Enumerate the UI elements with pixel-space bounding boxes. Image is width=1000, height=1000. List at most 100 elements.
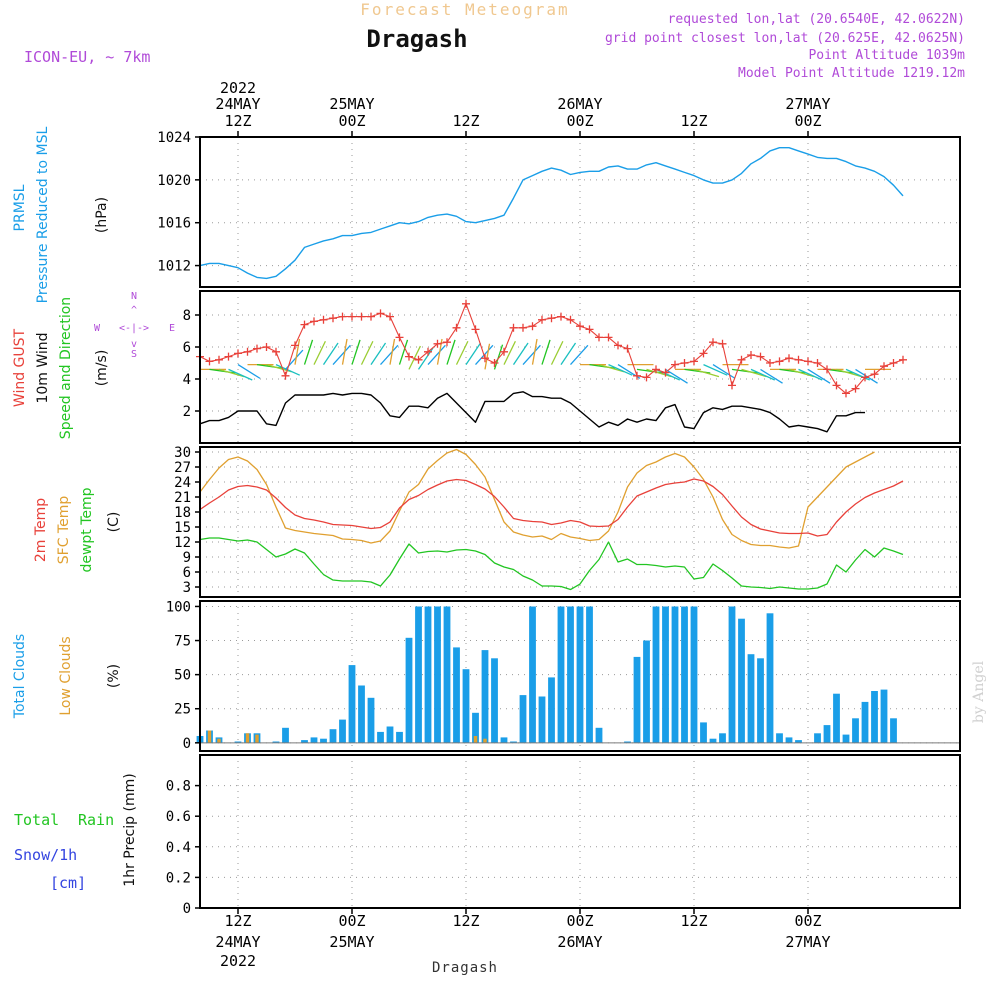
gust-point <box>395 333 404 342</box>
t2m-label: 2m Temp <box>33 498 49 562</box>
dewpt-label: dewpt Temp <box>79 487 95 572</box>
gust-point <box>699 349 708 358</box>
total-clouds-bar <box>500 737 508 743</box>
total-clouds-bar <box>671 606 679 743</box>
total-clouds-bar <box>386 726 394 743</box>
total-clouds-bar <box>329 729 337 743</box>
total-clouds-bar <box>633 656 641 743</box>
total-clouds-bar <box>624 741 631 743</box>
gust-point <box>718 339 727 348</box>
compass-w: W <box>94 323 101 334</box>
gust-point <box>794 355 803 364</box>
wind-frame <box>199 290 961 444</box>
low-clouds-bar <box>207 730 212 743</box>
clouds-ytick-label: 100 <box>166 599 191 615</box>
wind-direction-arrow <box>750 368 776 381</box>
wind-direction-arrow <box>703 364 728 376</box>
pressure-unit: (hPa) <box>94 197 110 233</box>
wind-direction-arrow <box>570 344 589 366</box>
total-clouds-bar <box>510 741 517 743</box>
snow-label-2: [cm] <box>50 874 86 892</box>
bottom-time-label: 27MAY <box>785 933 830 951</box>
grid-layer <box>200 136 960 909</box>
wind-direction-arrow <box>493 344 504 370</box>
low-clouds-bar <box>217 738 221 743</box>
gust-point <box>756 352 765 361</box>
total-clouds-bar <box>643 640 650 743</box>
total-clouds-bar <box>652 606 660 743</box>
bottom-time-label: 12Z <box>452 912 479 930</box>
dewpt-line <box>199 537 904 591</box>
temp-ytick-label: 15 <box>174 520 191 536</box>
gust-point <box>319 315 328 324</box>
total-clouds-bar <box>282 727 289 743</box>
bottom-time-label: 12Z <box>680 912 707 930</box>
gust-point <box>547 314 556 323</box>
precip-frame <box>199 754 961 909</box>
bottom-time-label: 2022 <box>220 952 256 970</box>
top-time-label: 2022 <box>220 79 256 97</box>
snow-label-1: Snow/1h <box>14 846 77 864</box>
total-clouds-bar <box>595 727 603 743</box>
total-clouds-bar <box>681 606 688 743</box>
wind-direction-arrow <box>398 339 409 365</box>
gust-point <box>376 309 385 318</box>
total-clouds-label: Total Clouds <box>12 634 28 719</box>
total-clouds-bar <box>833 693 840 743</box>
wind-direction-arrow <box>608 364 633 376</box>
sfc-temp-line <box>199 448 875 549</box>
gust-point <box>462 299 470 308</box>
total-clouds-bar <box>766 613 774 743</box>
footer-location: Dragash <box>432 960 498 976</box>
pressure-ytick-label: 1012 <box>157 259 191 275</box>
wind-direction-arrow <box>522 344 541 366</box>
low-clouds-bar <box>483 738 487 743</box>
total-clouds-bar <box>890 718 897 743</box>
gust-point <box>329 314 337 323</box>
gust-point <box>509 323 518 332</box>
gust-point <box>291 341 299 350</box>
wind-direction-arrow <box>332 344 351 366</box>
wind-direction-arrow <box>693 368 720 378</box>
t2m-line <box>199 478 904 537</box>
wind-speed-line <box>199 391 865 433</box>
gust-point <box>433 339 442 348</box>
wind-direction-arrow <box>598 363 625 373</box>
rain-label-1: Total <box>14 811 59 829</box>
bottom-time-label: 00Z <box>566 912 593 930</box>
top-time-label: 00Z <box>566 112 593 130</box>
total-clouds-bar <box>719 733 726 743</box>
gust-point <box>367 312 375 321</box>
total-clouds-bar <box>738 618 745 743</box>
wind-direction-arrow <box>322 342 339 365</box>
gust-point <box>538 315 546 324</box>
gust-point <box>623 344 632 353</box>
wind-direction-arrow <box>446 339 456 365</box>
total-clouds-bar <box>320 738 327 743</box>
clouds-ytick-label: 75 <box>174 634 191 650</box>
pressure-label-1: PRMSL <box>12 184 28 231</box>
total-clouds-bar <box>405 637 413 743</box>
wind-ytick-label: 6 <box>183 340 191 356</box>
total-clouds-bar <box>310 737 318 743</box>
bottom-time-label: 00Z <box>338 912 365 930</box>
total-clouds-bar <box>367 697 375 743</box>
compass-rose: N S W E <-|-> ^ v <box>94 291 175 360</box>
total-clouds-bar <box>576 606 584 743</box>
precip-ytick-label: 0.6 <box>166 809 191 825</box>
gust-point <box>253 344 261 353</box>
gust-point <box>566 315 575 324</box>
wind-ytick-label: 4 <box>183 372 191 388</box>
wind-direction-arrow <box>560 342 577 365</box>
total-clouds-bar <box>396 731 403 743</box>
total-clouds-bar <box>453 647 460 743</box>
total-clouds-bar <box>301 740 308 743</box>
gust-point <box>766 359 774 367</box>
temp-frame <box>199 446 961 598</box>
gust-point <box>690 357 698 366</box>
total-clouds-bar <box>557 606 565 743</box>
data-layer <box>196 146 960 744</box>
gust-point <box>747 351 755 359</box>
gust-point <box>300 320 309 329</box>
grid-point-coords: grid point closest lon,lat (20.625E, 42.… <box>605 31 965 46</box>
